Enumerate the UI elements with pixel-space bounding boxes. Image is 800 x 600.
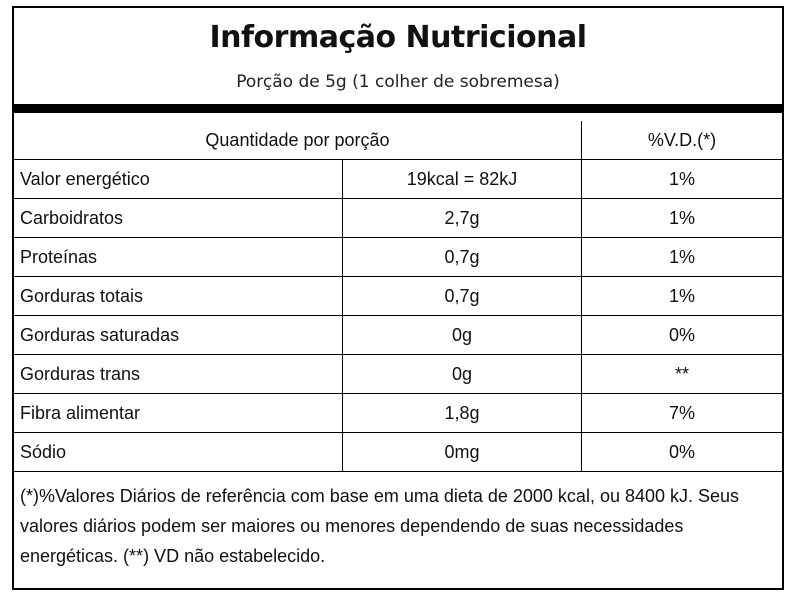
table-row: Gorduras totais 0,7g 1%: [14, 276, 782, 316]
table-row: Sódio 0mg 0%: [14, 432, 782, 472]
nutrition-facts-label: Informação Nutricional Porção de 5g (1 c…: [12, 6, 784, 590]
footnote: (*)%Valores Diários de referência com ba…: [20, 486, 740, 566]
nutrient-dv: **: [581, 354, 782, 394]
nutrition-table: Quantidade por porção %V.D.(*) Valor ene…: [14, 121, 782, 472]
serving-size: Porção de 5g (1 colher de sobremesa): [236, 72, 560, 92]
label-title: Informação Nutricional: [209, 20, 587, 55]
nutrient-amount: 0,7g: [342, 276, 582, 316]
table-row: Valor energético 19kcal = 82kJ 1%: [14, 159, 782, 199]
nutrient-name: Sódio: [14, 432, 343, 472]
nutrient-amount: 0mg: [342, 432, 582, 472]
nutrient-amount: 0,7g: [342, 237, 582, 277]
nutrient-dv: 1%: [581, 198, 782, 238]
nutrient-name: Carboidratos: [14, 198, 343, 238]
nutrient-dv: 1%: [581, 237, 782, 277]
nutrient-amount: 2,7g: [342, 198, 582, 238]
nutrient-dv: 1%: [581, 276, 782, 316]
table-row: Gorduras saturadas 0g 0%: [14, 315, 782, 355]
nutrient-name: Valor energético: [14, 159, 343, 199]
nutrient-dv: 0%: [581, 432, 782, 472]
nutrient-dv: 1%: [581, 159, 782, 199]
nutrient-name: Gorduras totais: [14, 276, 343, 316]
header-dv: %V.D.(*): [581, 121, 782, 160]
nutrient-name: Fibra alimentar: [14, 393, 343, 433]
nutrient-amount: 0g: [342, 315, 582, 355]
table-header-row: Quantidade por porção %V.D.(*): [14, 121, 782, 160]
nutrient-dv: 7%: [581, 393, 782, 433]
table-row: Gorduras trans 0g **: [14, 354, 782, 394]
nutrient-name: Proteínas: [14, 237, 343, 277]
nutrient-amount: 0g: [342, 354, 582, 394]
nutrient-name: Gorduras trans: [14, 354, 343, 394]
nutrient-dv: 0%: [581, 315, 782, 355]
table-row: Fibra alimentar 1,8g 7%: [14, 393, 782, 433]
header-quantity: Quantidade por porção: [14, 121, 582, 160]
nutrient-amount: 19kcal = 82kJ: [342, 159, 582, 199]
table-row: Proteínas 0,7g 1%: [14, 237, 782, 277]
separator-bar: [14, 104, 782, 113]
nutrient-name: Gorduras saturadas: [14, 315, 343, 355]
table-row: Carboidratos 2,7g 1%: [14, 198, 782, 238]
nutrient-amount: 1,8g: [342, 393, 582, 433]
